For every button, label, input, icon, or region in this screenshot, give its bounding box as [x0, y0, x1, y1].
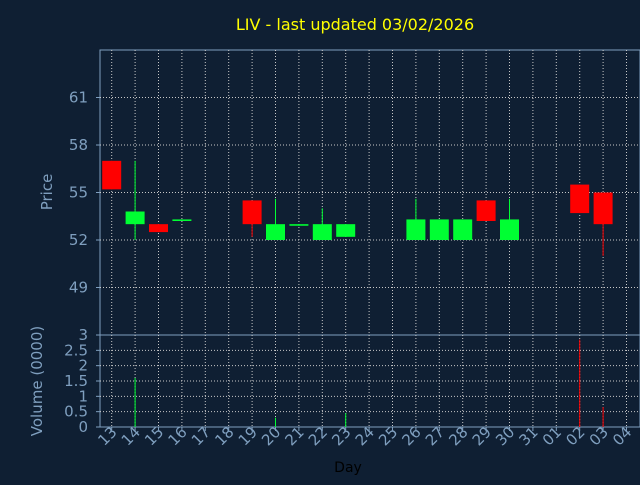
volume-series: [134, 339, 604, 427]
volume-tick-label: 1: [78, 387, 88, 405]
price-tick-label: 55: [69, 184, 88, 202]
candle-body: [266, 224, 285, 240]
candle-body: [500, 219, 519, 240]
candle-body: [149, 224, 168, 233]
candle-body: [453, 219, 473, 240]
volume-tick-label: 0: [78, 418, 88, 436]
price-tick-label: 58: [69, 136, 88, 154]
candle-body: [570, 184, 590, 214]
grid-lines: [100, 50, 640, 427]
candle-body: [289, 224, 309, 226]
price-tick-label: 61: [69, 89, 88, 107]
price-tick-label: 49: [69, 279, 88, 297]
chart-title: LIV - last updated 03/02/2026: [236, 15, 474, 34]
candle-body: [406, 219, 426, 240]
candle-body: [242, 200, 262, 225]
x-axis-label: Day: [334, 460, 362, 476]
volume-tick-label: 2.5: [64, 341, 88, 359]
volume-tick-label: 2: [78, 357, 88, 375]
x-axis-ticks: 1314151617181920212223242526272829303101…: [94, 423, 635, 449]
price-tick-label: 52: [69, 231, 88, 249]
volume-tick-label: 3: [78, 326, 88, 344]
candle-body: [102, 160, 122, 190]
volume-tick-label: 1.5: [64, 372, 88, 390]
candle-body: [593, 192, 613, 225]
price-axis-ticks: 49 52 55 58 61: [69, 89, 100, 297]
candle-body: [312, 224, 332, 240]
price-axis-label: Price: [38, 174, 56, 211]
candle-body: [125, 211, 145, 225]
candle-body: [336, 224, 356, 237]
volume-axis-ticks: 00.511.522.53: [64, 326, 100, 436]
candlestick-series: [102, 160, 613, 256]
volume-tick-label: 0.5: [64, 403, 88, 421]
candle-body: [476, 200, 496, 221]
candle-body: [172, 219, 192, 221]
candle-body: [429, 219, 449, 240]
volume-axis-label: Volume (0000): [28, 326, 46, 436]
